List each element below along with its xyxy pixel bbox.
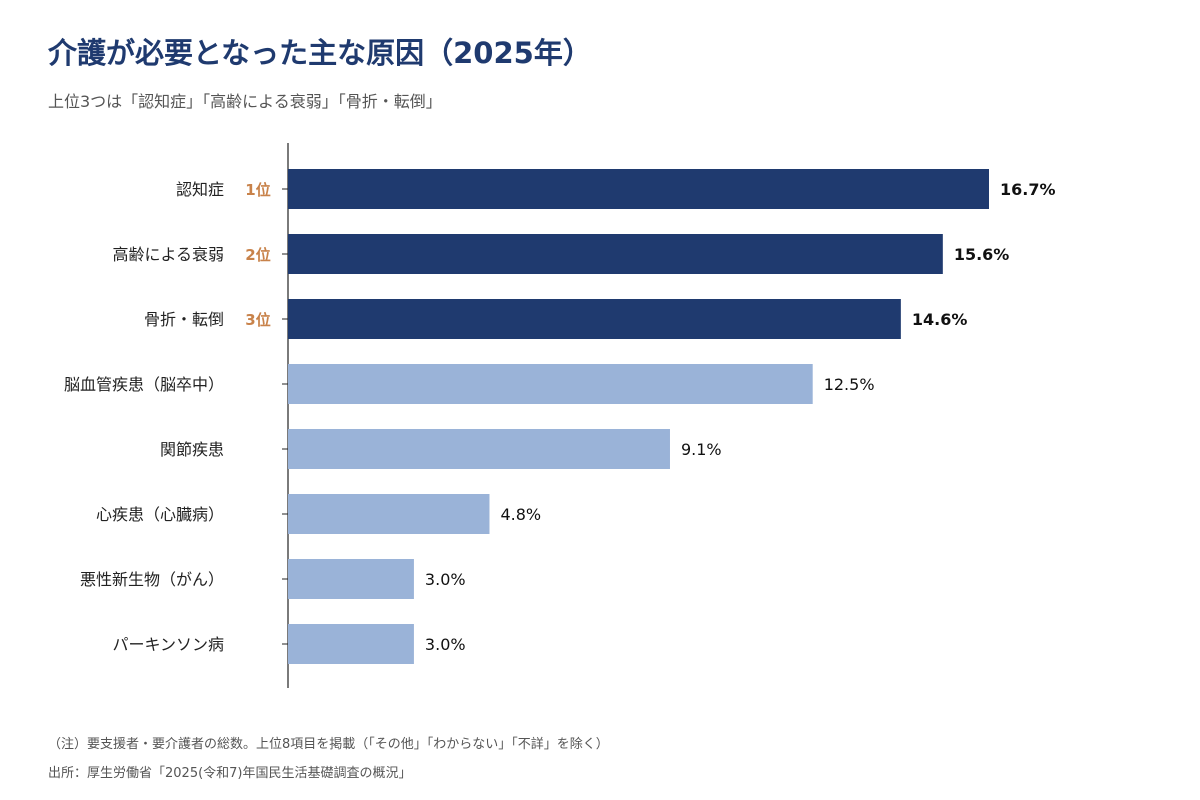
bar xyxy=(288,624,414,664)
category-label: 脳血管疾患（脳卒中） xyxy=(64,375,224,394)
value-label: 12.5% xyxy=(824,375,875,394)
bar-chart: 認知症 1位 16.7% 高齢による衰弱 2位 15.6% 骨折・転倒 3位 14.6% 脳血管疾… xyxy=(64,143,1056,688)
value-label: 14.6% xyxy=(912,310,968,329)
value-label: 3.0% xyxy=(425,635,466,654)
footnote: （注）要支援者・要介護者の総数。上位8項目を掲載（「その他」「わからない」「不詳… xyxy=(48,737,609,752)
rank-label: 3位 xyxy=(245,311,270,329)
rank-label: 2位 xyxy=(245,246,270,264)
rank-label: 1位 xyxy=(245,181,270,199)
value-label: 15.6% xyxy=(954,245,1010,264)
category-label: パーキンソン病 xyxy=(112,635,224,654)
bar xyxy=(288,169,989,209)
source-note: 出所：厚生労働省「2025(令和7)年国民生活基礎調査の概況」 xyxy=(48,766,412,781)
chart-title: 介護が必要となった主な原因（2025年） xyxy=(48,36,592,70)
category-label: 関節疾患 xyxy=(160,440,224,459)
value-label: 3.0% xyxy=(425,570,466,589)
bar xyxy=(288,364,813,404)
bar xyxy=(288,299,901,339)
value-label: 9.1% xyxy=(681,440,722,459)
bar xyxy=(288,559,414,599)
category-label: 心疾患（心臓病） xyxy=(96,505,224,524)
bar xyxy=(288,429,670,469)
value-label: 16.7% xyxy=(1000,180,1056,199)
bar xyxy=(288,234,943,274)
bar xyxy=(288,494,490,534)
category-label: 骨折・転倒 xyxy=(144,310,224,329)
category-label: 高齢による衰弱 xyxy=(112,245,224,264)
category-label: 悪性新生物（がん） xyxy=(80,570,224,589)
chart-subtitle: 上位3つは「認知症」「高齢による衰弱」「骨折・転倒」 xyxy=(48,92,442,111)
value-label: 4.8% xyxy=(500,505,541,524)
category-label: 認知症 xyxy=(176,180,224,199)
